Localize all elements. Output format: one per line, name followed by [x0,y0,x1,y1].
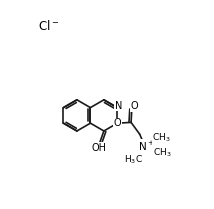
Text: OH: OH [91,143,106,153]
Text: O: O [114,118,121,128]
Text: H$_3$C: H$_3$C [124,153,143,166]
Text: Cl$^-$: Cl$^-$ [38,19,59,33]
Text: N: N [115,101,122,111]
Text: N$^+$: N$^+$ [138,140,155,153]
Text: CH$_3$: CH$_3$ [152,132,171,144]
Text: O: O [130,101,138,111]
Text: CH$_3$: CH$_3$ [153,147,172,159]
